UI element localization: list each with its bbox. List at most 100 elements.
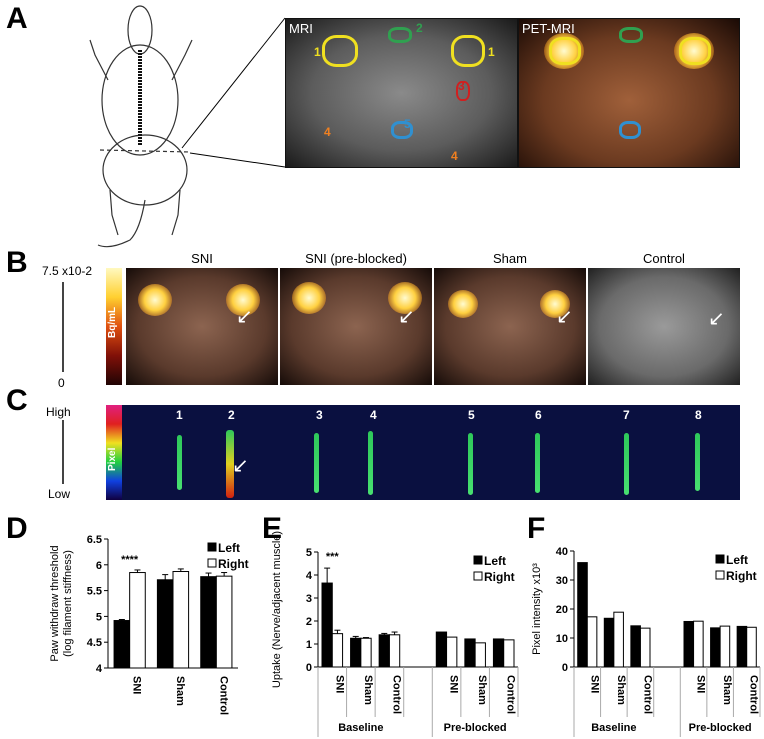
- y-tick-label: 4.5: [87, 637, 102, 649]
- roi-label: 1: [488, 45, 495, 59]
- mri-image: MRI 1 2 1 3 4 4 5: [285, 18, 518, 168]
- lane-label: 8: [695, 408, 702, 422]
- bar-left: [710, 627, 721, 668]
- bar-left: [321, 582, 333, 668]
- panel-label-a: A: [6, 2, 28, 35]
- roi-label: 4: [451, 149, 458, 163]
- category-label: SNI: [448, 675, 460, 693]
- legend-label: Left: [726, 553, 748, 567]
- y-tick-label: 4: [306, 570, 313, 582]
- category-label: SNI: [131, 676, 143, 694]
- bar-left: [603, 617, 615, 668]
- legend-swatch: [715, 554, 725, 564]
- bar-right: [639, 627, 651, 668]
- y-axis-label: (log filament stiffness): [62, 550, 74, 657]
- legend-label: Right: [484, 570, 515, 584]
- y-tick-label: 5.5: [87, 586, 102, 598]
- legend-swatch: [473, 571, 483, 581]
- pet-image-control: ↙: [588, 268, 740, 385]
- category-label: Sham: [362, 675, 374, 705]
- nerve-fluorescence-strip: ↙: [122, 405, 740, 500]
- pet-image-sham: ↙: [434, 268, 586, 385]
- category-label: Sham: [615, 675, 627, 705]
- high-label: High: [46, 405, 71, 419]
- column-label: Control: [643, 251, 685, 266]
- lane-label: 7: [623, 408, 630, 422]
- bar-right: [360, 637, 372, 668]
- bar-left: [200, 576, 217, 669]
- lane-label: 3: [316, 408, 323, 422]
- y-axis-label: Paw withdraw threshold: [49, 545, 61, 661]
- legend-swatch: [715, 570, 725, 580]
- bar-left: [464, 638, 476, 668]
- legend-swatch: [207, 542, 217, 552]
- bar-right: [129, 572, 146, 669]
- roi-label: 4: [324, 125, 331, 139]
- bar-left: [435, 631, 448, 668]
- group-label: Pre-blocked: [689, 722, 752, 734]
- y-tick-label: 1: [306, 639, 312, 651]
- panel-label-e: E: [262, 512, 283, 545]
- y-axis-label: Pixel intensity x10³: [531, 563, 543, 655]
- lane-label: 1: [176, 408, 183, 422]
- y-tick-label: 6: [96, 560, 102, 572]
- lane-label: 5: [468, 408, 475, 422]
- bar-right: [446, 636, 458, 668]
- category-label: SNI: [588, 675, 600, 693]
- category-label: Control: [217, 676, 229, 715]
- double-arrow-icon: [62, 282, 64, 372]
- roi-1-left: [549, 37, 581, 65]
- category-label: Sham: [174, 676, 186, 706]
- roi-5: [619, 121, 641, 139]
- legend-label: Left: [218, 541, 240, 555]
- category-label: Control: [390, 675, 402, 714]
- y-tick-label: 0: [306, 662, 312, 674]
- rat-illustration: [89, 5, 286, 248]
- group-label: Baseline: [591, 722, 636, 734]
- y-axis-label: Uptake (Nerve/adjacent muscle): [271, 531, 283, 688]
- legend-swatch: [473, 555, 483, 565]
- bar-left: [577, 562, 588, 668]
- bar-left: [350, 637, 362, 668]
- bar-right: [172, 571, 190, 669]
- panel-label-b: B: [6, 246, 28, 279]
- roi-1-right: [451, 35, 485, 67]
- roi-3: [456, 81, 470, 101]
- lane-label: 2: [228, 408, 235, 422]
- group-label: Baseline: [338, 722, 383, 734]
- y-tick-label: 2: [306, 616, 312, 628]
- roi-label: 2: [416, 21, 423, 35]
- category-label: Control: [505, 675, 517, 714]
- legend-swatch: [207, 558, 217, 568]
- panel-label-f: F: [527, 512, 546, 545]
- double-arrow-icon: [62, 420, 64, 484]
- y-tick-label: 20: [556, 604, 568, 616]
- bar-right: [388, 634, 401, 668]
- mri-title: MRI: [289, 21, 313, 36]
- scale-max-label: 7.5 x10-2: [42, 264, 93, 278]
- bar-right: [503, 639, 515, 668]
- roi-1-right: [679, 37, 711, 65]
- pet-mri-title: PET-MRI: [522, 21, 575, 36]
- roi-label: 5: [404, 117, 411, 131]
- column-label: SNI (pre-blocked): [305, 251, 407, 266]
- bar-right: [474, 642, 486, 668]
- category-label: Control: [641, 675, 653, 714]
- bar-left: [378, 634, 390, 668]
- bar-right: [746, 626, 757, 668]
- pet-image-sni-preblocked: ↙: [280, 268, 432, 385]
- category-label: Sham: [721, 675, 733, 705]
- panel-label-c: C: [6, 384, 28, 417]
- y-tick-label: 5: [306, 547, 312, 559]
- y-tick-label: 10: [556, 633, 568, 645]
- column-label: Sham: [493, 251, 527, 266]
- lane-label: 4: [370, 408, 377, 422]
- legend-label: Right: [726, 569, 757, 583]
- bar-left: [736, 625, 748, 668]
- roi-1-left: [322, 35, 358, 67]
- y-tick-label: 40: [556, 546, 568, 558]
- pet-image-sni: ↙: [126, 268, 278, 385]
- scale-min-label: 0: [58, 376, 65, 390]
- bar-right: [331, 633, 344, 668]
